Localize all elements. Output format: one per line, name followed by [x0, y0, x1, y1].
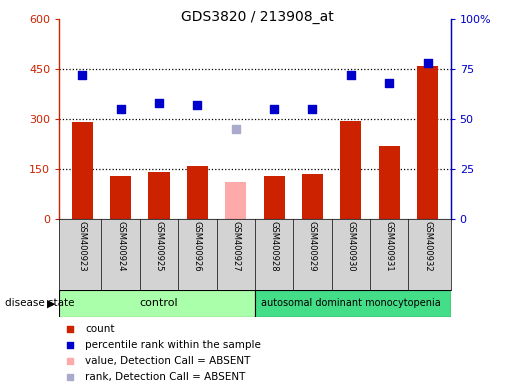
Bar: [302, 174, 323, 219]
Text: value, Detection Call = ABSENT: value, Detection Call = ABSENT: [85, 356, 251, 366]
Point: [439, 286, 447, 292]
Text: GSM400924: GSM400924: [116, 221, 125, 271]
Point: [116, 106, 125, 112]
Text: GSM400931: GSM400931: [385, 221, 394, 271]
Bar: [417, 66, 438, 219]
Bar: [255, 290, 451, 317]
Point: [270, 106, 278, 112]
Text: GSM400927: GSM400927: [231, 221, 240, 271]
Point: [155, 100, 163, 106]
Bar: [59, 290, 255, 317]
Point: [347, 72, 355, 78]
Point: [385, 80, 393, 86]
Bar: [340, 121, 362, 219]
Point: [78, 72, 87, 78]
Text: GSM400929: GSM400929: [308, 221, 317, 271]
Text: GDS3820 / 213908_at: GDS3820 / 213908_at: [181, 10, 334, 23]
Text: count: count: [85, 324, 115, 334]
Text: GSM400923: GSM400923: [78, 221, 87, 271]
Text: disease state: disease state: [5, 298, 75, 308]
Bar: [148, 172, 169, 219]
Text: control: control: [140, 298, 178, 308]
Text: rank, Detection Call = ABSENT: rank, Detection Call = ABSENT: [85, 372, 246, 382]
Point: [232, 126, 240, 132]
Text: GSM400930: GSM400930: [347, 221, 355, 271]
Bar: [225, 182, 246, 219]
Point: [193, 102, 201, 108]
Text: GSM400928: GSM400928: [270, 221, 279, 271]
Bar: [264, 175, 285, 219]
Text: GSM400925: GSM400925: [154, 221, 163, 271]
Bar: [379, 146, 400, 219]
Bar: [110, 175, 131, 219]
Text: percentile rank within the sample: percentile rank within the sample: [85, 340, 262, 350]
Text: autosomal dominant monocytopenia: autosomal dominant monocytopenia: [261, 298, 441, 308]
Text: GSM400926: GSM400926: [193, 221, 202, 271]
Point: [423, 60, 432, 66]
Point: [439, 140, 447, 146]
Text: ▶: ▶: [47, 298, 56, 308]
Bar: [72, 122, 93, 219]
Point: [308, 106, 317, 112]
Text: GSM400932: GSM400932: [423, 221, 432, 271]
Bar: [187, 166, 208, 219]
